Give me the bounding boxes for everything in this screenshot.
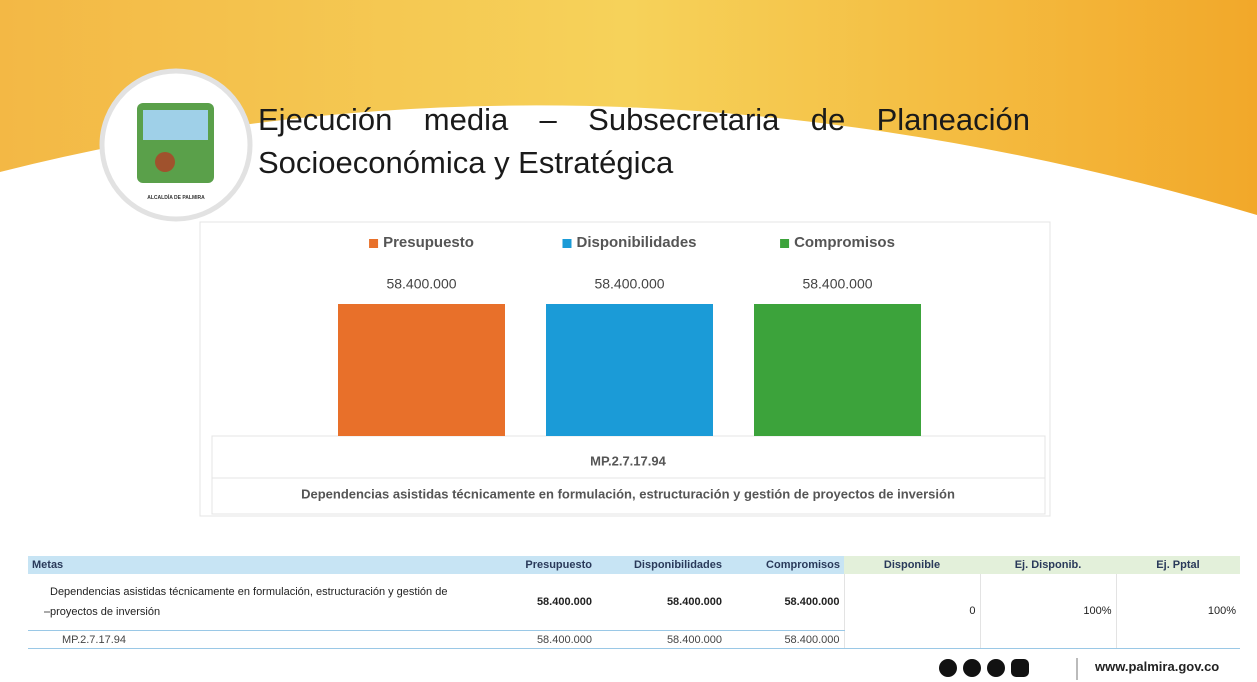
header-cell: Disponibilidades: [596, 556, 726, 574]
legend-swatch: [369, 239, 378, 248]
slide: ALCALDÍA DE PALMIRA Ejecución media – Su…: [0, 0, 1257, 682]
bar: [546, 304, 713, 436]
header-cell: Disponible: [844, 556, 980, 574]
legend-label: Presupuesto: [383, 234, 474, 251]
header-cell: Ej. Disponib.: [980, 556, 1116, 574]
category-label: MP.2.7.17.94: [590, 453, 666, 468]
cell: 58.400.000: [596, 574, 726, 631]
table-header: Metas Presupuesto Disponibilidades Compr…: [28, 556, 1240, 574]
cell: 100%: [980, 574, 1116, 649]
cell: 100%: [1116, 574, 1240, 649]
legend-label: Disponibilidades: [576, 234, 696, 251]
category-group-label: Dependencias asistidas técnicamente en f…: [301, 486, 955, 501]
legend-swatch: [780, 239, 789, 248]
cell: 58.400.000: [596, 631, 726, 649]
cell: MP.2.7.17.94: [28, 631, 496, 649]
bar: [338, 304, 505, 436]
bar: [754, 304, 921, 436]
cell: 58.400.000: [726, 631, 844, 649]
value-label: 58.400.000: [386, 276, 456, 292]
header-cell: Presupuesto: [496, 556, 596, 574]
legend-label: Compromisos: [794, 234, 895, 251]
cell: 0: [844, 574, 980, 649]
cell: 58.400.000: [496, 574, 596, 631]
cell: 58.400.000: [496, 631, 596, 649]
legend-swatch: [562, 239, 571, 248]
footer-url: www.palmira.gov.co: [1095, 659, 1219, 674]
value-label: 58.400.000: [594, 276, 664, 292]
table-row: Dependencias asistidas técnicamente en f…: [28, 574, 1240, 631]
header-cell: Compromisos: [726, 556, 844, 574]
cell: 58.400.000: [726, 574, 844, 631]
header-cell: Ej. Pptal: [1116, 556, 1240, 574]
data-table: Metas Presupuesto Disponibilidades Compr…: [28, 556, 1240, 649]
value-label: 58.400.000: [802, 276, 872, 292]
header-cell: Metas: [28, 556, 496, 574]
cell: Dependencias asistidas técnicamente en f…: [28, 574, 496, 631]
